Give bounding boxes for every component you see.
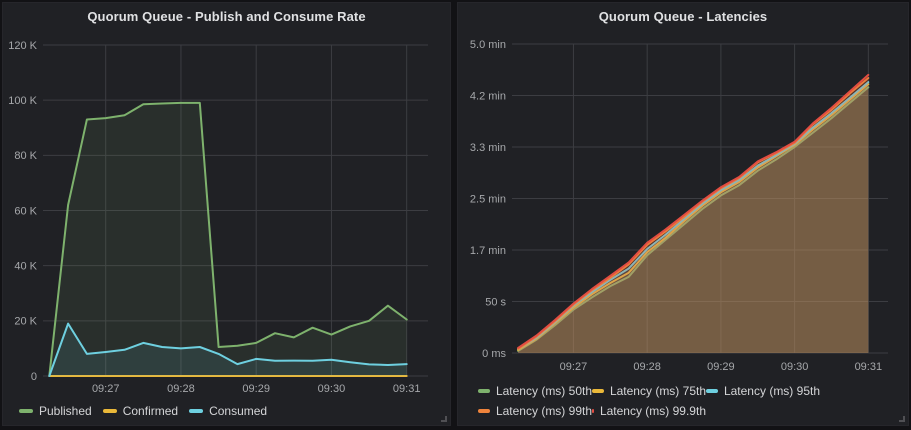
svg-text:0 ms: 0 ms (482, 348, 506, 360)
panel-resize-handle[interactable] (899, 416, 905, 422)
latencies-legend: Latency (ms) 50th Latency (ms) 75th Latenc… (478, 384, 820, 418)
legend-label: Consumed (209, 404, 268, 418)
legend-item[interactable]: Confirmed (102, 404, 179, 418)
legend-label: Latency (ms) 99.9th (599, 404, 706, 418)
series-color-swatch (19, 409, 33, 413)
legend-item[interactable]: Latency (ms) 50th (478, 384, 592, 398)
legend-item[interactable]: Published (19, 404, 92, 418)
svg-text:1.7 min: 1.7 min (470, 245, 506, 257)
legend-item[interactable]: Latency (ms) 95th (706, 384, 820, 398)
svg-text:09:27: 09:27 (560, 361, 588, 373)
svg-text:20 K: 20 K (14, 316, 37, 328)
svg-text:4.2 min: 4.2 min (470, 90, 506, 102)
svg-text:60 K: 60 K (14, 205, 37, 217)
svg-text:09:30: 09:30 (318, 383, 346, 395)
svg-text:09:29: 09:29 (242, 383, 270, 395)
series-color-swatch (592, 389, 604, 393)
series-color-swatch (102, 409, 117, 413)
svg-text:50 s: 50 s (485, 296, 506, 308)
svg-text:120 K: 120 K (8, 40, 37, 52)
series-color-swatch (189, 409, 204, 413)
svg-text:09:28: 09:28 (633, 361, 661, 373)
panel-resize-handle[interactable] (441, 416, 447, 422)
legend-item[interactable]: Latency (ms) 75th (592, 384, 706, 398)
svg-text:09:29: 09:29 (707, 361, 735, 373)
series-color-swatch (478, 409, 490, 413)
svg-text:3.3 min: 3.3 min (470, 142, 506, 154)
svg-text:09:27: 09:27 (92, 383, 120, 395)
series-color-swatch (706, 389, 718, 393)
legend-item[interactable]: Latency (ms) 99.9th (592, 404, 706, 418)
legend-label: Published (39, 404, 92, 418)
svg-text:09:31: 09:31 (393, 383, 421, 395)
series-color-swatch (592, 409, 594, 413)
svg-text:09:30: 09:30 (781, 361, 809, 373)
svg-text:0: 0 (31, 371, 37, 383)
legend-label: Latency (ms) 99th (495, 404, 592, 418)
svg-text:2.5 min: 2.5 min (470, 193, 506, 205)
legend-label: Confirmed (122, 404, 179, 418)
latencies-panel-title[interactable]: Quorum Queue - Latencies (598, 9, 768, 24)
legend-item[interactable]: Latency (ms) 99th (478, 404, 592, 418)
svg-text:80 K: 80 K (14, 150, 37, 162)
series-color-swatch (478, 389, 490, 393)
publish-consume-panel-title[interactable]: Quorum Queue - Publish and Consume Rate (87, 9, 366, 24)
svg-text:40 K: 40 K (14, 261, 37, 273)
publish-consume-legend: Published Confirmed Consumed (19, 404, 267, 418)
legend-label: Latency (ms) 95th (723, 384, 820, 398)
publish-consume-rate-chart[interactable]: 0 20 K 40 K 60 K 80 K 100 K 120 K 09:27 09:28 09:… (3, 3, 452, 403)
latencies-chart[interactable]: 0 ms 50 s 1.7 min 2.5 min 3.3 min 4.2 min 5.0 … (458, 3, 910, 381)
svg-text:5.0 min: 5.0 min (470, 39, 506, 51)
svg-text:09:31: 09:31 (855, 361, 883, 373)
legend-label: Latency (ms) 75th (609, 384, 706, 398)
legend-label: Latency (ms) 50th (495, 384, 592, 398)
panel-publish-consume-rate: Quorum Queue - Publish and Consume Rate … (2, 2, 451, 426)
svg-text:100 K: 100 K (8, 95, 37, 107)
svg-text:09:28: 09:28 (167, 383, 195, 395)
panel-latencies: Quorum Queue - Latencies 0 ms 50 s 1.7 min… (457, 2, 909, 426)
legend-item[interactable]: Consumed (189, 404, 267, 418)
